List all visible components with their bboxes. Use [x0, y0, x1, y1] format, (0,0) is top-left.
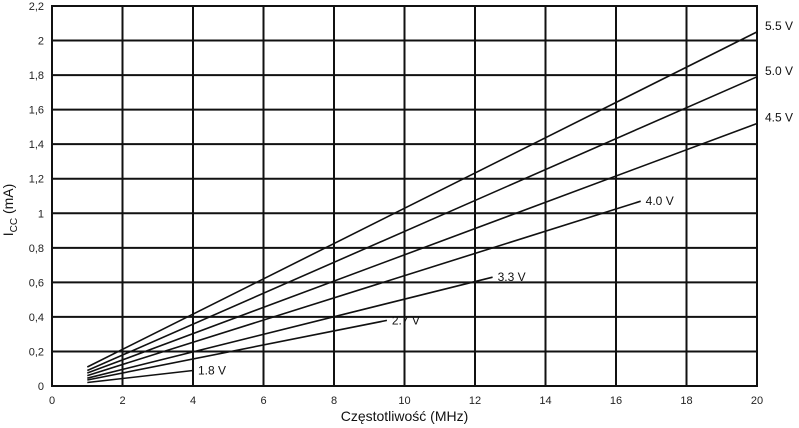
series-labels: 5.5 V 5.0 V 4.5 V 4.0 V 3.3 V 2.7 V 1.8 V: [198, 19, 793, 378]
y-tick-label: 2,2: [29, 1, 44, 13]
x-tick-label: 10: [398, 395, 410, 407]
series-label: 3.3 V: [498, 270, 526, 284]
series-line: [86, 76, 758, 372]
y-tick-label: 0,8: [29, 243, 44, 255]
y-tick-label: 1,6: [29, 105, 44, 117]
x-tick-label: 6: [260, 395, 266, 407]
series-label: 2.7 V: [392, 313, 420, 327]
y-tick-label: 0,2: [29, 346, 44, 358]
series-label: 5.0 V: [765, 64, 793, 78]
y-tick-label: 0: [38, 381, 44, 393]
x-tick-label: 0: [49, 395, 55, 407]
x-tick-label: 4: [190, 395, 196, 407]
x-tick-label: 2: [119, 395, 125, 407]
y-tick-label: 2: [38, 36, 44, 48]
y-tick-label: 1,2: [29, 174, 44, 186]
x-tick-label: 12: [469, 395, 481, 407]
series-line: [87, 200, 641, 377]
y-tick-label: 0,6: [29, 277, 44, 289]
y-tick-label: 1: [38, 208, 44, 220]
x-axis-ticks: 0 2 4 6 8 10 12 14 16 18 20: [49, 395, 763, 407]
y-axis-title: ICC (mA): [0, 184, 20, 237]
series-line: [87, 122, 758, 374]
y-axis-ticks: 0 0,2 0,4 0,6 0,8 1 1,2 1,4 1,6 1,8 2 2,2: [29, 1, 44, 393]
series-label: 1.8 V: [198, 363, 226, 377]
series-line: [87, 276, 493, 379]
series-lines: [86, 31, 758, 384]
x-axis-title: Częstotliwość (MHz): [341, 408, 469, 424]
x-tick-label: 14: [539, 395, 551, 407]
grid: [51, 5, 758, 387]
y-tick-label: 0,4: [29, 312, 44, 324]
series-label: 4.5 V: [765, 110, 793, 124]
x-tick-label: 8: [331, 395, 337, 407]
series-line: [87, 369, 194, 384]
plot-frame: [51, 5, 758, 387]
series-line: [86, 31, 758, 368]
x-tick-label: 20: [751, 395, 763, 407]
series-line: [87, 319, 388, 381]
y-tick-label: 1,8: [29, 70, 44, 82]
series-label: 4.0 V: [646, 194, 674, 208]
series-label: 5.5 V: [765, 19, 793, 33]
y-tick-label: 1,4: [29, 139, 44, 151]
x-tick-label: 16: [610, 395, 622, 407]
x-tick-label: 18: [680, 395, 692, 407]
